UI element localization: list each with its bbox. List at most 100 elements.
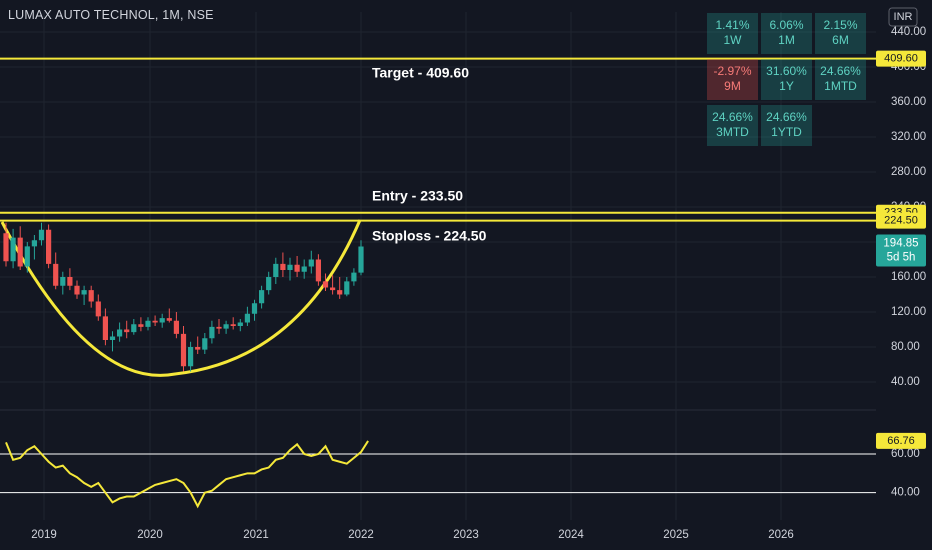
grid-layer bbox=[0, 12, 876, 520]
performance-value: -2.97% bbox=[713, 64, 752, 78]
candle-body bbox=[266, 277, 272, 291]
level-label: Stoploss - 224.50 bbox=[372, 227, 487, 243]
level-axis-label: 224.50 bbox=[884, 214, 918, 226]
candle-body bbox=[46, 229, 52, 264]
last-price-badge bbox=[876, 234, 926, 267]
candle-body bbox=[180, 333, 187, 367]
y-tick-label: 40.00 bbox=[891, 376, 920, 388]
indicator-value-label: 66.76 bbox=[887, 435, 915, 447]
candle-body bbox=[31, 240, 37, 247]
candle-body bbox=[301, 266, 307, 272]
candle-body bbox=[344, 281, 350, 295]
level-axis-badge bbox=[876, 50, 926, 67]
candle-body bbox=[131, 324, 137, 333]
performance-period: 1MTD bbox=[824, 79, 857, 93]
performance-period: 1M bbox=[778, 33, 795, 47]
candle-layer bbox=[3, 222, 364, 372]
candle-body bbox=[102, 316, 108, 340]
candle-body bbox=[294, 264, 300, 272]
candle-body bbox=[315, 259, 321, 282]
candle-body bbox=[195, 347, 201, 350]
performance-value: 24.66% bbox=[712, 110, 753, 124]
candle-body bbox=[351, 272, 357, 282]
level-axis-badge bbox=[876, 212, 926, 229]
candle-body bbox=[145, 320, 151, 327]
candle-body bbox=[17, 237, 23, 267]
x-tick-label: 2022 bbox=[348, 529, 374, 541]
x-tick-label: 2024 bbox=[558, 529, 584, 541]
candle-body bbox=[109, 336, 116, 340]
candle-body bbox=[188, 347, 194, 367]
countdown-label: 5d 5h bbox=[887, 252, 916, 264]
y-tick-label: 160.00 bbox=[891, 271, 926, 283]
candle-body bbox=[308, 259, 314, 267]
performance-value: 24.66% bbox=[766, 110, 807, 124]
candle-body bbox=[3, 233, 9, 262]
performance-value: 2.15% bbox=[823, 18, 858, 32]
performance-cell-1mtd: 24.66% 1MTD bbox=[815, 59, 866, 100]
currency-label: INR bbox=[894, 11, 913, 23]
candle-body bbox=[67, 277, 73, 286]
candle-body bbox=[117, 329, 123, 337]
level-axis-label: 409.60 bbox=[884, 53, 918, 65]
candle-body bbox=[322, 281, 329, 288]
x-tick-label: 2020 bbox=[137, 529, 163, 541]
candle-body bbox=[337, 290, 343, 295]
performance-value: 24.66% bbox=[820, 64, 861, 78]
candle-body bbox=[166, 318, 172, 321]
indicator-tick-label: 40.00 bbox=[891, 487, 920, 499]
level-label: Entry - 233.50 bbox=[372, 187, 463, 203]
x-tick-label: 2019 bbox=[31, 529, 57, 541]
indicator-line bbox=[5, 440, 369, 509]
candle-body bbox=[159, 318, 165, 323]
performance-value: 31.60% bbox=[766, 64, 807, 78]
performance-cell-1y: 31.60% 1Y bbox=[761, 59, 812, 100]
performance-period: 1Y bbox=[779, 79, 794, 93]
y-tick-label: 120.00 bbox=[891, 306, 926, 318]
x-tick-label: 2025 bbox=[663, 529, 689, 541]
candle-body bbox=[10, 237, 16, 262]
performance-period: 6M bbox=[832, 33, 849, 47]
candle-body bbox=[173, 320, 179, 334]
drawing-layer bbox=[0, 57, 876, 377]
candle-body bbox=[251, 303, 258, 314]
candle-body bbox=[330, 287, 336, 291]
performance-cell-3mtd: 24.66% 3MTD bbox=[707, 105, 758, 146]
performance-cell-9m: -2.97% 9M bbox=[707, 59, 758, 100]
candle-body bbox=[74, 285, 80, 295]
candle-body bbox=[202, 338, 208, 350]
currency-box bbox=[888, 7, 918, 27]
candle-body bbox=[280, 263, 286, 270]
symbol-title[interactable]: LUMAX AUTO TECHNOL, 1M, NSE bbox=[8, 8, 214, 22]
performance-period: 1YTD bbox=[771, 125, 802, 139]
candle-body bbox=[216, 326, 222, 329]
x-tick-label: 2026 bbox=[768, 529, 794, 541]
performance-period: 3MTD bbox=[716, 125, 749, 139]
candle-body bbox=[88, 290, 94, 302]
candle-body bbox=[152, 320, 158, 323]
indicator-layer bbox=[0, 440, 876, 509]
candle-body bbox=[287, 264, 293, 270]
candle-body bbox=[273, 263, 279, 277]
candle-body bbox=[209, 326, 215, 339]
candle-body bbox=[53, 263, 59, 286]
indicator-tick-label: 60.00 bbox=[891, 448, 920, 460]
candle-body bbox=[244, 313, 250, 323]
performance-cell-1m: 6.06% 1M bbox=[761, 13, 812, 54]
candle-body bbox=[24, 246, 30, 267]
candle-body bbox=[259, 290, 265, 304]
candle-body bbox=[81, 290, 87, 295]
candle-body bbox=[223, 324, 229, 329]
candle-body bbox=[358, 246, 364, 273]
performance-value: 1.41% bbox=[715, 18, 750, 32]
candle-body bbox=[124, 329, 130, 333]
performance-period: 9M bbox=[724, 79, 741, 93]
performance-cell-6m: 2.15% 6M bbox=[815, 13, 866, 54]
x-tick-label: 2023 bbox=[453, 529, 479, 541]
candle-body bbox=[230, 324, 236, 326]
y-tick-label: 280.00 bbox=[891, 166, 926, 178]
candle-body bbox=[237, 322, 243, 326]
y-tick-label: 440.00 bbox=[891, 26, 926, 38]
